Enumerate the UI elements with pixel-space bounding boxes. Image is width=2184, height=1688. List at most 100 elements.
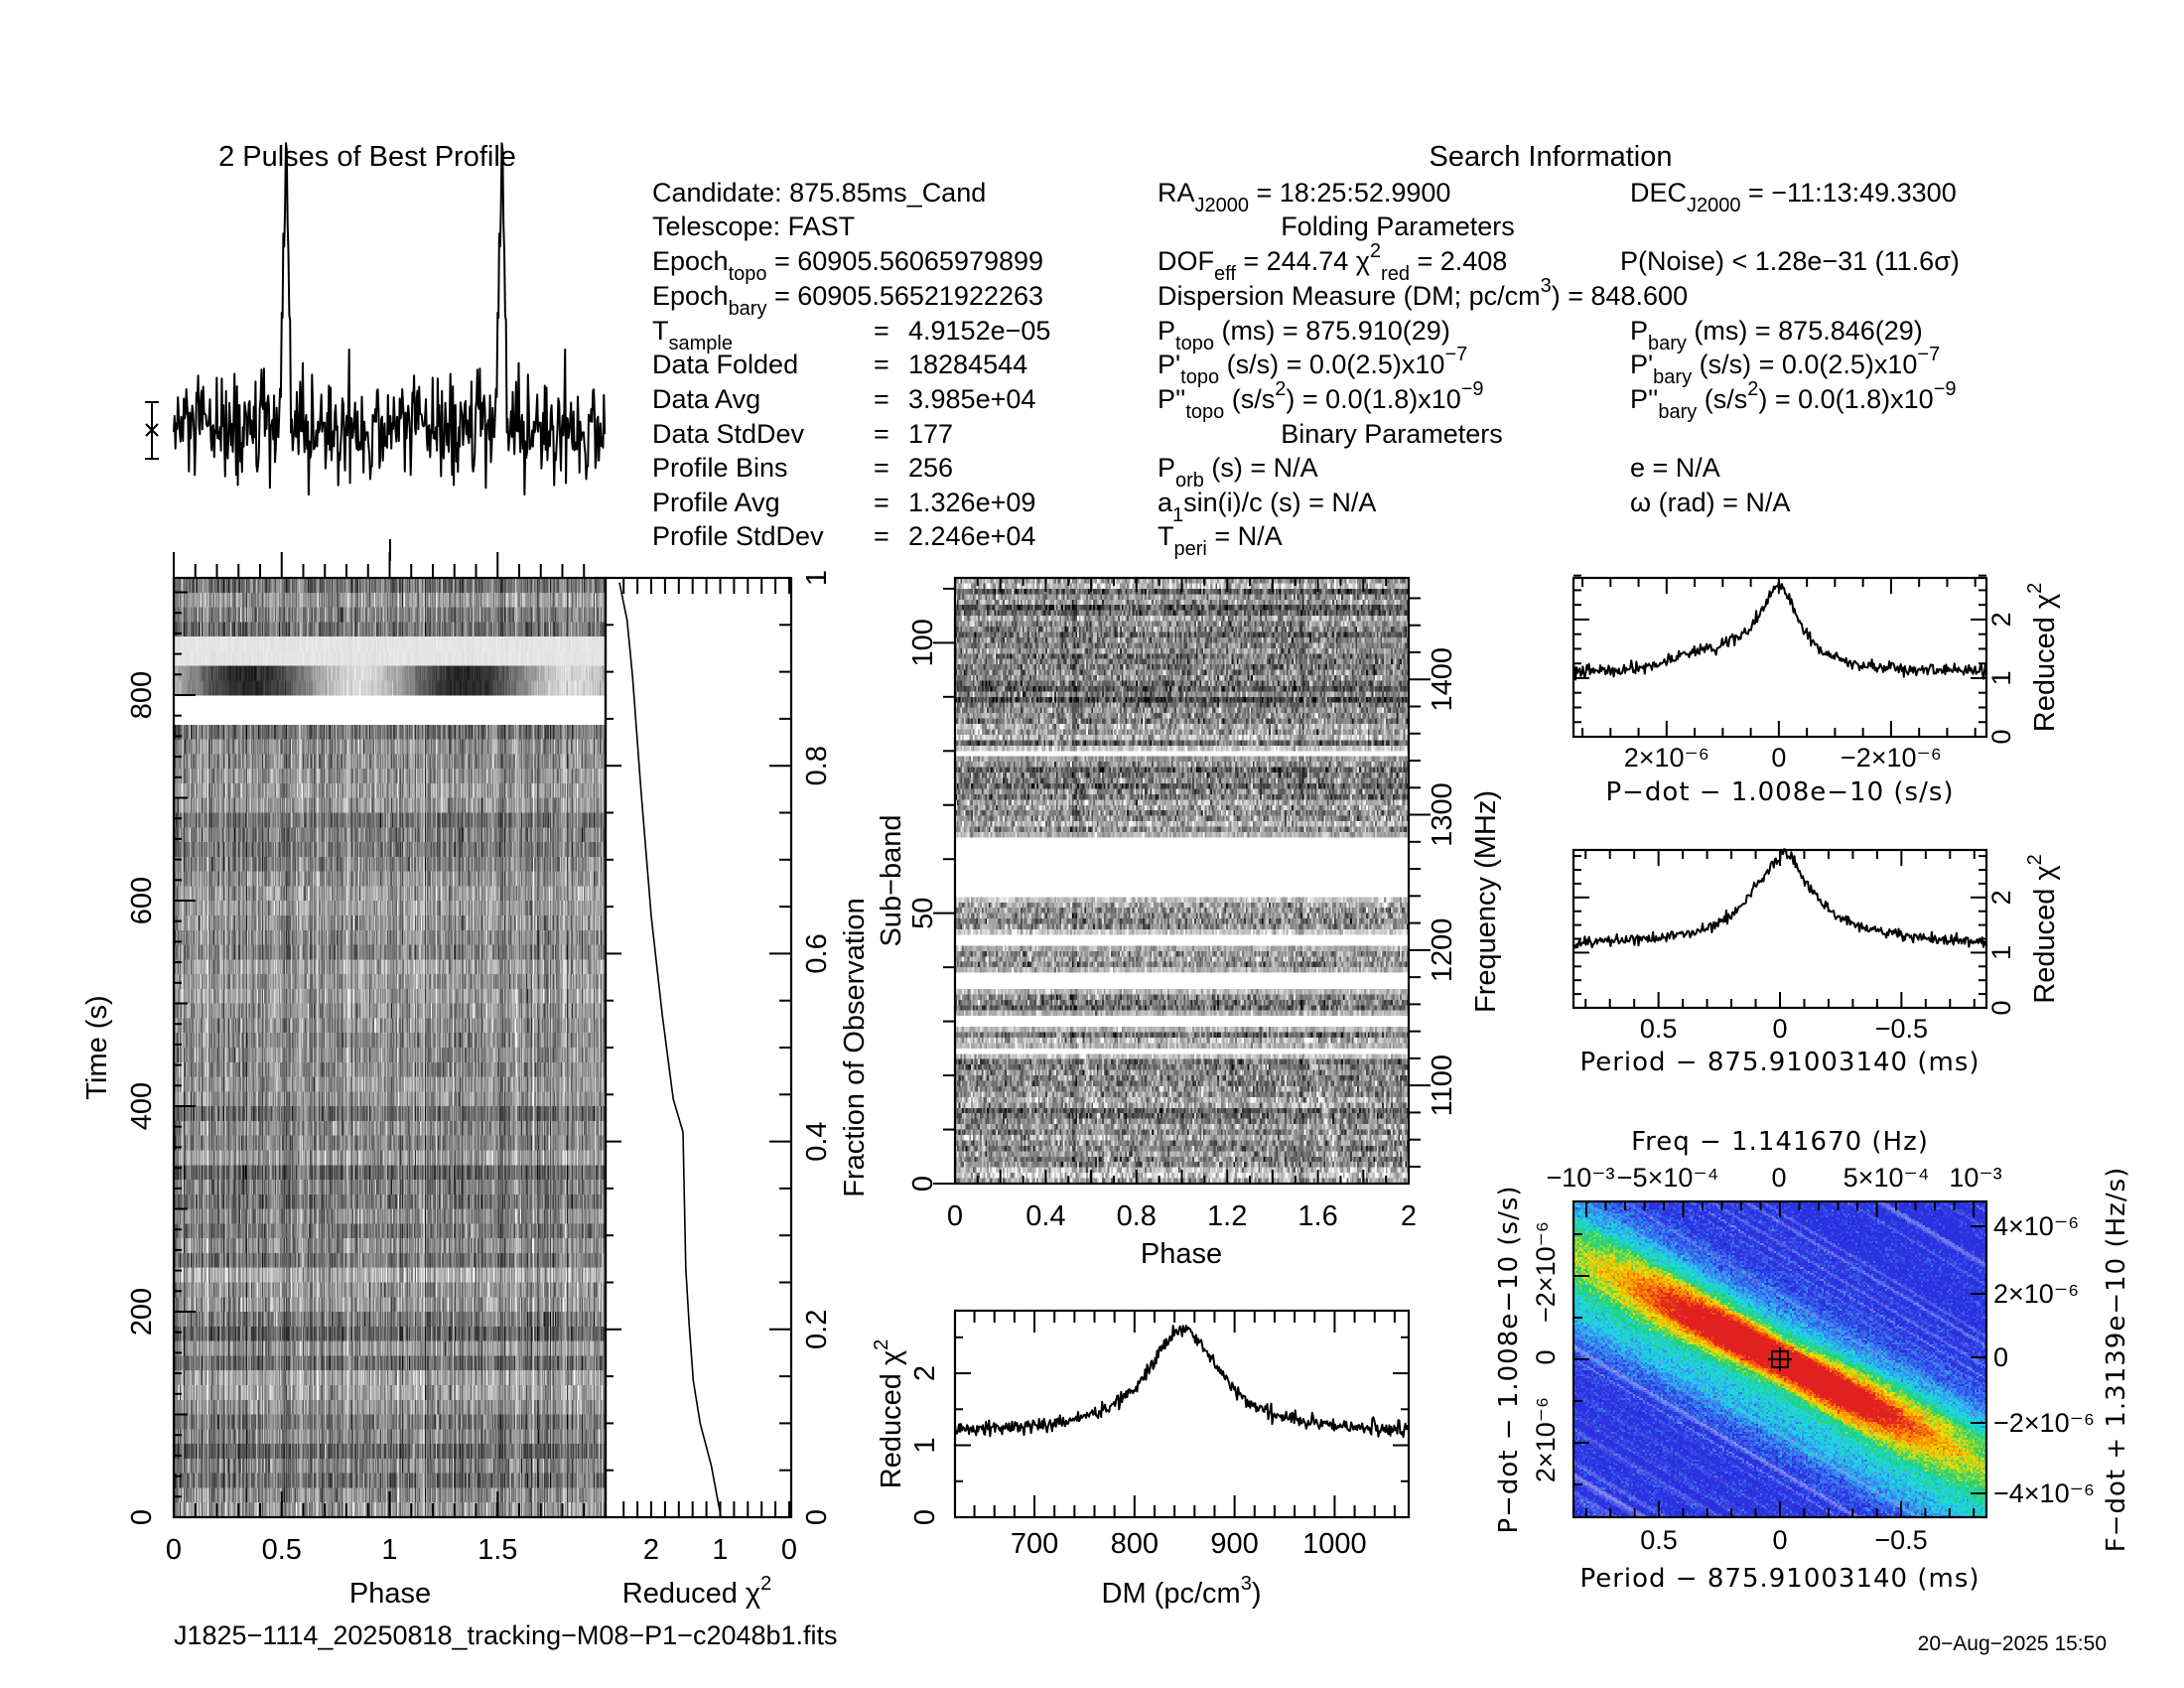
period-x-axis-label: Period − 875.91003140 (ms)	[1579, 1048, 1979, 1077]
chi2-tick-label: 1	[909, 1437, 941, 1453]
info-text: Profile Bins	[652, 453, 788, 483]
info-line: =	[874, 521, 889, 551]
freq-tick-label: −10⁻³	[1546, 1163, 1614, 1193]
pdot-tick-label: −2×10⁻⁶	[1531, 1221, 1561, 1323]
info-text: Data Folded	[652, 350, 798, 379]
x-tick-label: −2×10⁻⁶	[1841, 743, 1942, 773]
info-text: 177	[908, 419, 953, 449]
subband-tick-label: 100	[907, 619, 939, 666]
info-line: P''topo (s/s2) = 0.0(1.8)x10−9	[1158, 378, 1484, 423]
phase-tick-label: 1	[381, 1534, 397, 1566]
info-text: (s/s) = 0.0(2.5)x10	[1219, 350, 1444, 379]
info-line: Ptopo (ms) = 875.910(29)	[1158, 316, 1450, 354]
y-tick-label: 0	[1986, 1000, 2016, 1015]
info-text: Epoch	[652, 281, 729, 311]
phase-tick-label: 1.5	[478, 1534, 517, 1566]
info-line: P'bary (s/s) = 0.0(2.5)x10−7	[1630, 344, 1940, 388]
info-line: =	[874, 419, 889, 449]
info-line: =	[874, 350, 889, 379]
info-text: Data Avg	[652, 384, 760, 414]
info-text: P''	[1158, 384, 1185, 414]
info-text: = 60905.56065979899	[767, 246, 1044, 276]
info-text: 3.985e+04	[908, 384, 1035, 414]
info-line: Tsample	[652, 316, 733, 354]
info-text: 4.9152e−05	[908, 316, 1050, 346]
period-tick-label: 0	[1772, 1525, 1787, 1555]
x-axis-label-phase: Phase	[1141, 1238, 1222, 1270]
phase-tick-label: 0.4	[1025, 1200, 1065, 1232]
info-text: P	[1630, 316, 1648, 346]
error-bar-cross	[145, 423, 159, 437]
info-text: = 18:25:52.9900	[1249, 178, 1450, 208]
time-tick-label: 200	[126, 1288, 158, 1336]
phase-tick-label: 0.8	[1117, 1200, 1157, 1232]
info-line: 2.246e+04	[908, 521, 1035, 551]
info-text: P	[1158, 316, 1175, 346]
info-subscript: bary	[1653, 366, 1692, 388]
info-text: P''	[1630, 384, 1658, 414]
info-line: Telescope: FAST	[652, 211, 855, 241]
axis-label-superscript: 2	[2024, 854, 2046, 865]
freq-tick-label: 10⁻³	[1949, 1163, 2001, 1193]
axis-label-text: Reduced χ	[622, 1578, 760, 1610]
info-line: =	[874, 384, 889, 414]
info-text: DOF	[1158, 246, 1214, 276]
chi2-tick-label: 2	[909, 1365, 941, 1381]
x-tick-label: 0	[1771, 743, 1786, 773]
info-superscript: −9	[1461, 378, 1484, 400]
subband-tick-label: 0	[907, 1176, 939, 1192]
pdot-axis-label: P−dot − 1.008e−10 (s/s)	[1494, 1185, 1524, 1533]
fraction-tick-label: 0	[801, 1509, 833, 1525]
x-tick-label: 0.5	[1640, 1014, 1678, 1044]
search-info-title: Search Information	[1429, 141, 1672, 173]
info-text: 1.326e+09	[908, 488, 1035, 517]
pdot-frame	[1571, 576, 1988, 739]
info-line: Tperi = N/A	[1158, 521, 1283, 560]
info-text: = −11:13:49.3300	[1741, 178, 1957, 208]
x-axis-label-dm: DM (pc/cm3)	[1102, 1573, 1262, 1610]
info-subscript: 1	[1172, 504, 1183, 526]
dm-tick-label: 800	[1111, 1528, 1159, 1560]
dm-frame	[953, 1309, 1411, 1519]
info-text: (ms) = 875.910(29)	[1214, 316, 1450, 346]
info-text: ) = 0.0(1.8)x10	[1758, 384, 1933, 414]
info-text: 256	[908, 453, 953, 483]
info-superscript: 3	[1541, 275, 1552, 297]
info-text: Candidate: 875.85ms_Cand	[652, 178, 986, 208]
chi2-time-frame	[604, 576, 793, 1519]
period-axis-label: Period − 875.91003140 (ms)	[1579, 1564, 1979, 1594]
period-tick-label: −0.5	[1874, 1525, 1927, 1555]
fraction-tick-label: 0.4	[801, 1121, 833, 1161]
freq-tick-label: 5×10⁻⁴	[1843, 1163, 1930, 1193]
info-text: ω (rad) = N/A	[1630, 488, 1790, 517]
info-line: a1sin(i)/c (s) = N/A	[1158, 488, 1376, 526]
pdot-tick-label: 2×10⁻⁶	[1531, 1397, 1561, 1482]
pdot-tick-label: 0	[1531, 1349, 1561, 1364]
info-subscript: bary	[1648, 333, 1687, 354]
info-line: Epochbary = 60905.56521922263	[652, 281, 1043, 320]
axis-label-text: )	[1252, 1578, 1262, 1610]
dm-chi2-line	[954, 1325, 1410, 1439]
info-text: = 244.74 χ	[1236, 246, 1370, 276]
info-text: =	[874, 316, 889, 346]
info-line: Dispersion Measure (DM; pc/cm3) = 848.60…	[1158, 275, 1688, 311]
info-text: P(Noise) < 1.28e−31 (11.6σ)	[1620, 246, 1960, 276]
info-text: Dispersion Measure (DM; pc/cm	[1158, 281, 1541, 311]
fdot-tick-label: 4×10⁻⁶	[1993, 1211, 2079, 1241]
info-line: P(Noise) < 1.28e−31 (11.6σ)	[1620, 246, 1960, 276]
info-text: =	[874, 521, 889, 551]
info-text: =	[874, 488, 889, 517]
time-tick-label: 0	[126, 1509, 158, 1525]
pdot-y-axis-label: Reduced χ2	[2024, 583, 2061, 733]
info-line: ω (rad) = N/A	[1630, 488, 1790, 517]
fdot-axis-label: F−dot + 1.3139e−10 (Hz/s)	[2102, 1167, 2131, 1553]
info-text: P'	[1158, 350, 1180, 379]
info-text: (ms) = 875.846(29)	[1687, 316, 1923, 346]
info-subscript: topo	[1180, 366, 1219, 388]
info-text: =	[874, 384, 889, 414]
chi2-tick-label: 0	[909, 1509, 941, 1525]
info-line: 4.9152e−05	[908, 316, 1050, 346]
info-line: Candidate: 875.85ms_Cand	[652, 178, 986, 208]
info-text: Data StdDev	[652, 419, 805, 449]
chi2-vs-time-line	[618, 582, 722, 1518]
